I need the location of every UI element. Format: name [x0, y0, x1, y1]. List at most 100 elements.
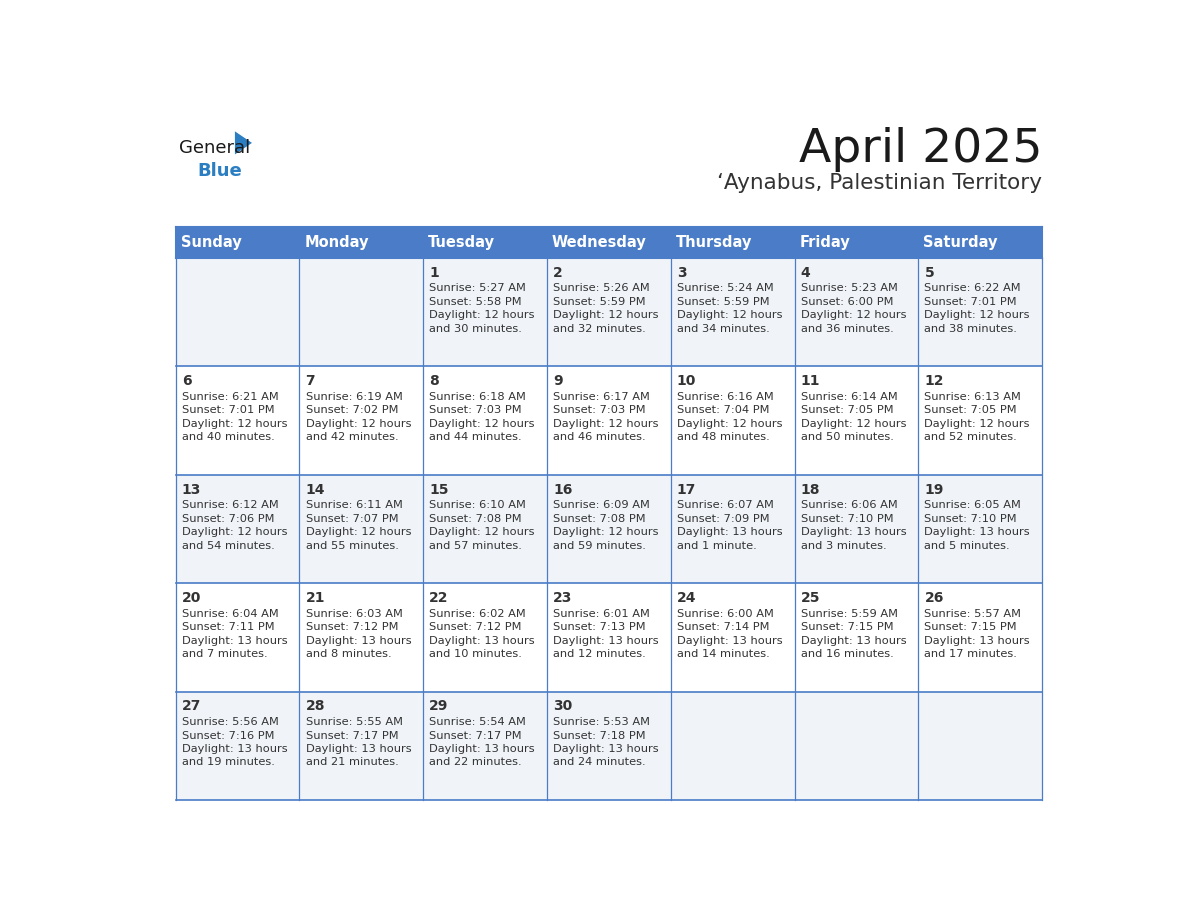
Text: 9: 9: [554, 375, 563, 388]
Text: Sunrise: 6:12 AM: Sunrise: 6:12 AM: [182, 500, 278, 510]
Text: Sunrise: 5:23 AM: Sunrise: 5:23 AM: [801, 284, 898, 294]
Bar: [299, 475, 423, 583]
Text: Sunday: Sunday: [181, 235, 241, 250]
Text: 7: 7: [305, 375, 315, 388]
Bar: [176, 258, 299, 366]
Text: Tuesday: Tuesday: [428, 235, 495, 250]
Text: 4: 4: [801, 265, 810, 280]
Text: 5: 5: [924, 265, 934, 280]
Text: Daylight: 12 hours: Daylight: 12 hours: [429, 310, 535, 320]
Text: Sunset: 7:09 PM: Sunset: 7:09 PM: [677, 514, 770, 523]
Text: Sunrise: 5:27 AM: Sunrise: 5:27 AM: [429, 284, 526, 294]
Text: Sunset: 7:02 PM: Sunset: 7:02 PM: [305, 406, 398, 415]
Text: Daylight: 12 hours: Daylight: 12 hours: [305, 527, 411, 537]
Text: Daylight: 12 hours: Daylight: 12 hours: [677, 310, 783, 320]
Text: 28: 28: [305, 700, 326, 713]
Polygon shape: [235, 131, 252, 154]
Text: and 34 minutes.: and 34 minutes.: [677, 324, 770, 334]
Text: 1: 1: [429, 265, 440, 280]
Bar: [918, 583, 1042, 691]
Text: and 55 minutes.: and 55 minutes.: [305, 541, 398, 551]
Text: Sunrise: 6:22 AM: Sunrise: 6:22 AM: [924, 284, 1022, 294]
Text: Sunrise: 6:13 AM: Sunrise: 6:13 AM: [924, 392, 1022, 402]
Bar: [795, 475, 918, 583]
Bar: [299, 366, 423, 475]
Text: Sunrise: 5:59 AM: Sunrise: 5:59 AM: [801, 609, 898, 619]
Text: Daylight: 13 hours: Daylight: 13 hours: [677, 527, 783, 537]
Text: and 36 minutes.: and 36 minutes.: [801, 324, 893, 334]
Text: Daylight: 13 hours: Daylight: 13 hours: [801, 635, 906, 645]
Text: Sunrise: 6:18 AM: Sunrise: 6:18 AM: [429, 392, 526, 402]
Text: Sunrise: 6:06 AM: Sunrise: 6:06 AM: [801, 500, 897, 510]
Bar: [176, 475, 299, 583]
Text: and 7 minutes.: and 7 minutes.: [182, 649, 267, 659]
Text: 30: 30: [554, 700, 573, 713]
Bar: [918, 227, 1042, 258]
Text: Sunset: 7:10 PM: Sunset: 7:10 PM: [801, 514, 893, 523]
Text: 8: 8: [429, 375, 440, 388]
Text: Sunrise: 6:21 AM: Sunrise: 6:21 AM: [182, 392, 278, 402]
Text: and 44 minutes.: and 44 minutes.: [429, 432, 522, 442]
Text: and 48 minutes.: and 48 minutes.: [677, 432, 770, 442]
Bar: [671, 366, 795, 475]
Bar: [671, 258, 795, 366]
Text: 10: 10: [677, 375, 696, 388]
Text: and 1 minute.: and 1 minute.: [677, 541, 757, 551]
Bar: [546, 583, 671, 691]
Text: Sunset: 7:11 PM: Sunset: 7:11 PM: [182, 622, 274, 633]
Text: Sunrise: 6:10 AM: Sunrise: 6:10 AM: [429, 500, 526, 510]
Text: Sunset: 7:13 PM: Sunset: 7:13 PM: [554, 622, 646, 633]
Text: Sunset: 7:08 PM: Sunset: 7:08 PM: [429, 514, 522, 523]
Bar: [795, 366, 918, 475]
Text: 14: 14: [305, 483, 326, 497]
Text: and 50 minutes.: and 50 minutes.: [801, 432, 893, 442]
Text: Sunset: 7:08 PM: Sunset: 7:08 PM: [554, 514, 646, 523]
Text: Daylight: 12 hours: Daylight: 12 hours: [429, 527, 535, 537]
Text: Sunset: 7:03 PM: Sunset: 7:03 PM: [429, 406, 522, 415]
Text: Sunset: 6:00 PM: Sunset: 6:00 PM: [801, 297, 893, 307]
Bar: [795, 691, 918, 800]
Text: Sunset: 7:10 PM: Sunset: 7:10 PM: [924, 514, 1017, 523]
Bar: [795, 258, 918, 366]
Bar: [671, 691, 795, 800]
Text: 17: 17: [677, 483, 696, 497]
Text: and 14 minutes.: and 14 minutes.: [677, 649, 770, 659]
Text: Sunrise: 6:17 AM: Sunrise: 6:17 AM: [554, 392, 650, 402]
Text: Sunset: 7:17 PM: Sunset: 7:17 PM: [305, 731, 398, 741]
Text: 20: 20: [182, 591, 201, 605]
Bar: [299, 583, 423, 691]
Text: and 24 minutes.: and 24 minutes.: [554, 757, 646, 767]
Text: 6: 6: [182, 375, 191, 388]
Text: Sunrise: 5:55 AM: Sunrise: 5:55 AM: [305, 717, 403, 727]
Bar: [176, 583, 299, 691]
Text: 27: 27: [182, 700, 201, 713]
Text: Daylight: 12 hours: Daylight: 12 hours: [554, 419, 658, 429]
Text: Sunset: 5:58 PM: Sunset: 5:58 PM: [429, 297, 522, 307]
Text: 15: 15: [429, 483, 449, 497]
Text: Sunset: 7:15 PM: Sunset: 7:15 PM: [924, 622, 1017, 633]
Text: Daylight: 12 hours: Daylight: 12 hours: [305, 419, 411, 429]
Text: 24: 24: [677, 591, 696, 605]
Text: Sunrise: 6:03 AM: Sunrise: 6:03 AM: [305, 609, 403, 619]
Bar: [671, 583, 795, 691]
Bar: [546, 227, 671, 258]
Text: Sunset: 7:05 PM: Sunset: 7:05 PM: [924, 406, 1017, 415]
Text: Daylight: 12 hours: Daylight: 12 hours: [182, 527, 287, 537]
Bar: [176, 691, 299, 800]
Text: Sunrise: 5:54 AM: Sunrise: 5:54 AM: [429, 717, 526, 727]
Text: Sunrise: 6:04 AM: Sunrise: 6:04 AM: [182, 609, 278, 619]
Text: 19: 19: [924, 483, 943, 497]
Bar: [795, 583, 918, 691]
Text: 3: 3: [677, 265, 687, 280]
Text: 16: 16: [554, 483, 573, 497]
Bar: [918, 691, 1042, 800]
Text: Sunrise: 5:56 AM: Sunrise: 5:56 AM: [182, 717, 279, 727]
Text: 25: 25: [801, 591, 820, 605]
Text: Sunset: 7:15 PM: Sunset: 7:15 PM: [801, 622, 893, 633]
Text: Sunset: 7:04 PM: Sunset: 7:04 PM: [677, 406, 770, 415]
Text: and 10 minutes.: and 10 minutes.: [429, 649, 523, 659]
Text: Sunrise: 5:57 AM: Sunrise: 5:57 AM: [924, 609, 1022, 619]
Bar: [918, 366, 1042, 475]
Text: Daylight: 13 hours: Daylight: 13 hours: [554, 635, 659, 645]
Text: Sunrise: 5:24 AM: Sunrise: 5:24 AM: [677, 284, 773, 294]
